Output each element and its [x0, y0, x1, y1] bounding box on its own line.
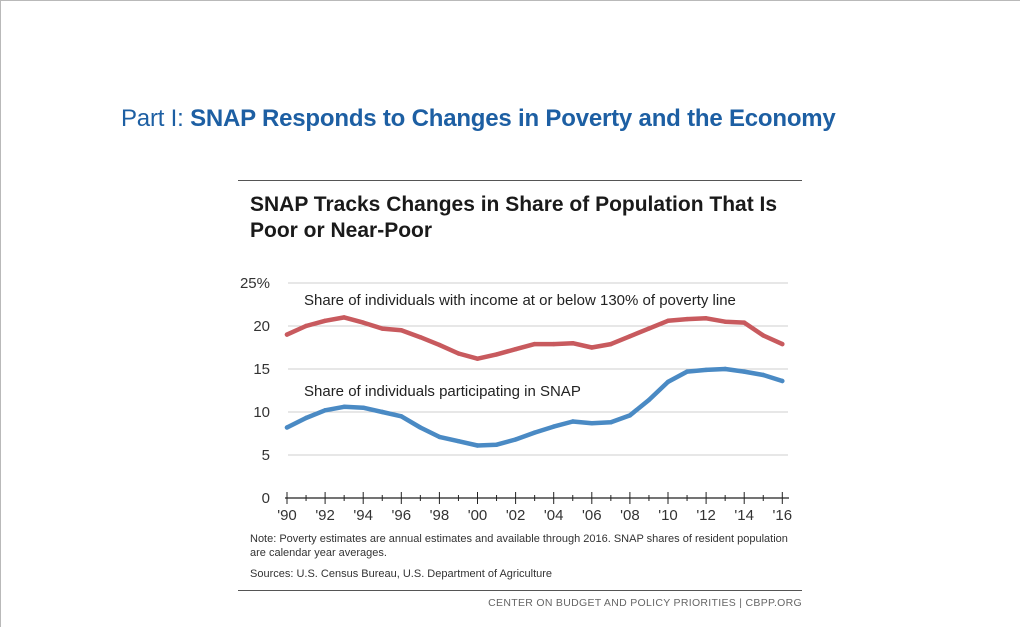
poverty-data-point — [570, 341, 575, 346]
snap-data-point — [361, 405, 366, 410]
poverty-data-point — [723, 319, 728, 324]
poverty-data-point — [761, 333, 766, 338]
poverty-data-point — [380, 326, 385, 331]
poverty-data-point — [322, 318, 328, 323]
poverty-series-label: Share of individuals with income at or b… — [304, 292, 736, 309]
poverty-data-point — [627, 334, 633, 339]
poverty-data-point — [742, 320, 747, 325]
x-tick-label: '96 — [392, 507, 412, 524]
poverty-data-point — [646, 326, 652, 331]
poverty-data-point — [284, 332, 290, 337]
y-tick-label: 5 — [262, 447, 270, 464]
series-lines — [284, 315, 785, 448]
x-tick-label: '16 — [773, 507, 793, 524]
poverty-data-point — [361, 320, 366, 325]
x-tick-label: '10 — [658, 507, 678, 524]
slide-title-main: SNAP Responds to Changes in Poverty and … — [190, 105, 836, 132]
chart-sources: Sources: U.S. Census Bureau, U.S. Depart… — [250, 568, 553, 580]
poverty-data-point — [418, 335, 423, 340]
snap-data-point — [608, 420, 614, 425]
x-tick-label: '02 — [506, 507, 526, 524]
line-chart: 0 5 10 15 20 25% '90 '92 '94 '96 '98 '00 '02 '04 '06 '0… — [240, 275, 792, 524]
poverty-data-point — [684, 316, 690, 322]
snap-data-point — [456, 439, 461, 444]
x-tick-label: '92 — [315, 507, 335, 524]
x-tick-label: '98 — [430, 507, 450, 524]
chart-footer: CENTER ON BUDGET AND POLICY PRIORITIES |… — [488, 597, 802, 609]
x-tick-label: '00 — [468, 507, 488, 524]
snap-data-point — [494, 442, 499, 447]
poverty-data-point — [475, 356, 480, 361]
poverty-data-point — [608, 341, 614, 347]
snap-data-point — [303, 415, 309, 421]
poverty-data-point — [456, 351, 461, 356]
chart-bottom-rule — [238, 590, 802, 591]
poverty-data-point — [703, 316, 709, 321]
x-tick-label: '90 — [277, 507, 297, 524]
poverty-data-point — [399, 328, 404, 333]
snap-data-point — [342, 404, 347, 409]
poverty-data-point — [589, 345, 594, 350]
slide-title: Part I: SNAP Responds to Changes in Pove… — [121, 105, 836, 133]
poverty-data-point — [532, 341, 537, 347]
snap-data-point — [475, 443, 480, 448]
snap-data-point — [723, 366, 728, 372]
gridlines — [288, 282, 788, 456]
x-tick-label: '14 — [734, 507, 754, 524]
y-tick-label: 10 — [253, 404, 270, 421]
poverty-data-point — [551, 341, 556, 347]
poverty-data-point — [780, 341, 785, 347]
chart-top-rule — [238, 180, 802, 181]
x-tick-label: '94 — [353, 507, 373, 524]
poverty-data-point — [342, 315, 347, 320]
chart-note: Note: Poverty estimates are annual estim… — [250, 533, 788, 559]
snap-data-point — [761, 372, 766, 378]
chart-card: SNAP Tracks Changes in Share of Populati… — [238, 180, 802, 612]
slide-title-part: Part I: — [121, 105, 191, 132]
chart-title: SNAP Tracks Changes in Share of Populati… — [250, 193, 778, 242]
y-tick-label: 20 — [253, 318, 270, 335]
snap-data-point — [646, 397, 652, 403]
snap-data-point — [399, 414, 404, 419]
series-annotations: Share of individuals with income at or b… — [304, 292, 736, 400]
snap-data-point — [532, 430, 537, 435]
snap-data-point — [780, 378, 785, 384]
snap-data-point — [380, 409, 385, 415]
poverty-data-point — [665, 318, 671, 323]
snap-data-point — [284, 425, 290, 430]
snap-data-point — [589, 421, 594, 426]
snap-data-point — [418, 425, 423, 430]
snap-data-point — [742, 369, 747, 374]
x-tick-label: '06 — [582, 507, 602, 524]
x-tick-label: '12 — [696, 507, 716, 524]
y-tick-label: 15 — [253, 361, 270, 378]
y-tick-label: 25% — [240, 275, 270, 292]
poverty-data-point — [494, 352, 499, 357]
axes: 0 5 10 15 20 25% '90 '92 '94 '96 '98 '00 '02 '04 '06 '0… — [240, 275, 792, 524]
poverty-data-point — [437, 342, 442, 348]
snap-data-point — [627, 413, 633, 418]
x-tick-label: '04 — [544, 507, 564, 524]
y-tick-label: 0 — [262, 490, 270, 507]
x-tick-label: '08 — [620, 507, 640, 524]
snap-data-point — [665, 379, 671, 385]
snap-data-point — [551, 424, 556, 429]
poverty-data-point — [303, 323, 309, 329]
snap-series-label: Share of individuals participating in SN… — [304, 383, 581, 400]
snap-data-point — [570, 419, 575, 424]
poverty-data-point — [513, 347, 518, 352]
snap-data-point — [684, 369, 690, 374]
snap-data-point — [513, 437, 518, 442]
snap-data-point — [322, 408, 328, 413]
snap-data-point — [437, 434, 442, 440]
snap-data-point — [703, 367, 709, 373]
